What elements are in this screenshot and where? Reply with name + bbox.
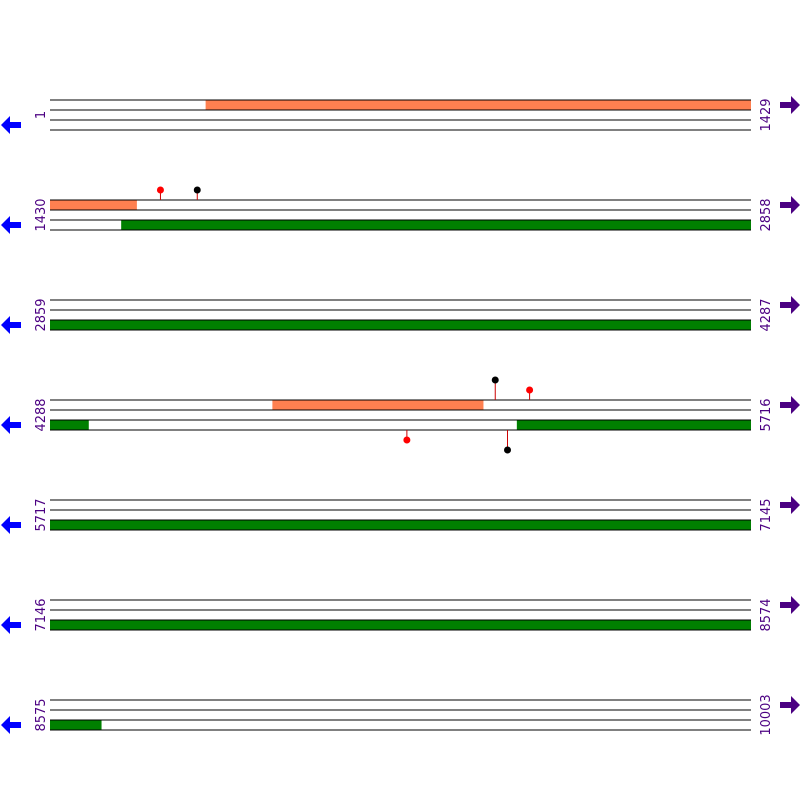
marker-dot[interactable] (193, 186, 201, 194)
row-end-label: 7145 (759, 498, 774, 531)
row-start-label: 2859 (34, 298, 49, 331)
marker-dot[interactable] (403, 436, 411, 444)
row-start-label: 8575 (34, 698, 49, 731)
row-start-label: 4288 (34, 398, 49, 431)
arrow-left-icon[interactable] (1, 716, 21, 734)
salmon-feature-bar (50, 200, 137, 210)
arrow-left-icon[interactable] (1, 616, 21, 634)
marker-dot[interactable] (504, 446, 512, 454)
green-feature-bar (50, 620, 751, 630)
green-feature-bar (50, 720, 102, 730)
arrow-left-icon[interactable] (1, 316, 21, 334)
row-end-label: 10003 (759, 694, 774, 735)
marker-dot[interactable] (491, 376, 499, 384)
arrow-right-icon[interactable] (780, 596, 800, 614)
green-feature-bar (121, 220, 751, 230)
arrow-right-icon[interactable] (780, 296, 800, 314)
arrow-right-icon[interactable] (780, 396, 800, 414)
arrow-left-icon[interactable] (1, 516, 21, 534)
arrow-right-icon[interactable] (780, 96, 800, 114)
salmon-feature-bar (272, 400, 484, 410)
marker-dot[interactable] (526, 386, 534, 394)
salmon-feature-bar (205, 100, 752, 110)
green-feature-bar (516, 420, 751, 430)
row-end-label: 5716 (759, 398, 774, 431)
green-feature-bar (50, 420, 89, 430)
arrow-right-icon[interactable] (780, 696, 800, 714)
row-start-label: 5717 (34, 498, 49, 531)
arrow-right-icon[interactable] (780, 496, 800, 514)
row-end-label: 2858 (759, 198, 774, 231)
row-start-label: 7146 (34, 598, 49, 631)
row-start-label: 1430 (34, 198, 49, 231)
arrow-left-icon[interactable] (1, 116, 21, 134)
arrow-left-icon[interactable] (1, 216, 21, 234)
green-feature-bar (50, 320, 751, 330)
row-start-label: 1 (34, 111, 49, 119)
row-end-label: 1429 (759, 98, 774, 131)
green-feature-bar (50, 520, 751, 530)
row-end-label: 8574 (759, 598, 774, 631)
arrow-right-icon[interactable] (780, 196, 800, 214)
row-end-label: 4287 (759, 298, 774, 331)
arrow-left-icon[interactable] (1, 416, 21, 434)
marker-dot[interactable] (156, 186, 164, 194)
